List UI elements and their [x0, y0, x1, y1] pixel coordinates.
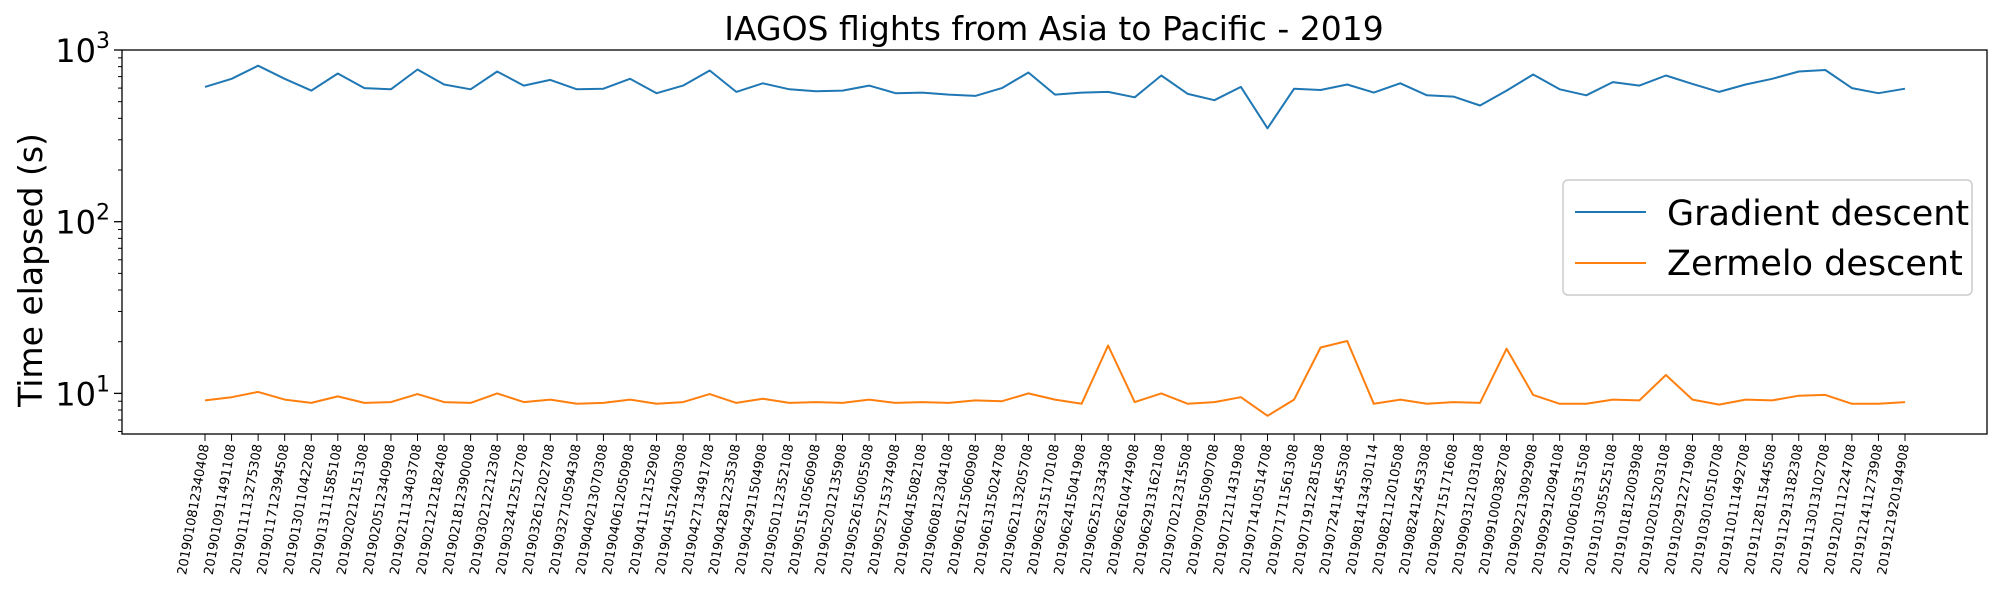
y-tick-label: 103 — [55, 29, 110, 70]
x-axis-ticks: 2019010812340408201901091149110820190111… — [175, 434, 1913, 576]
legend-label-gradient-descent: Gradient descent — [1667, 194, 1969, 234]
legend: Gradient descent Zermelo descent — [1562, 179, 1973, 296]
series-lines — [204, 64, 1906, 417]
series-line-zermelo-descent — [204, 340, 1906, 417]
y-tick-label: 102 — [55, 201, 110, 242]
y-axis-label: Time elapsed (s) — [11, 133, 50, 408]
series-line-gradient-descent — [204, 64, 1906, 130]
chart-title: IAGOS flights from Asia to Pacific - 201… — [724, 9, 1383, 48]
y-axis-ticks: 101 102 103 — [55, 29, 122, 432]
y-tick-label: 101 — [55, 372, 110, 413]
legend-frame — [1562, 179, 1973, 296]
legend-label-zermelo-descent: Zermelo descent — [1667, 244, 1963, 284]
